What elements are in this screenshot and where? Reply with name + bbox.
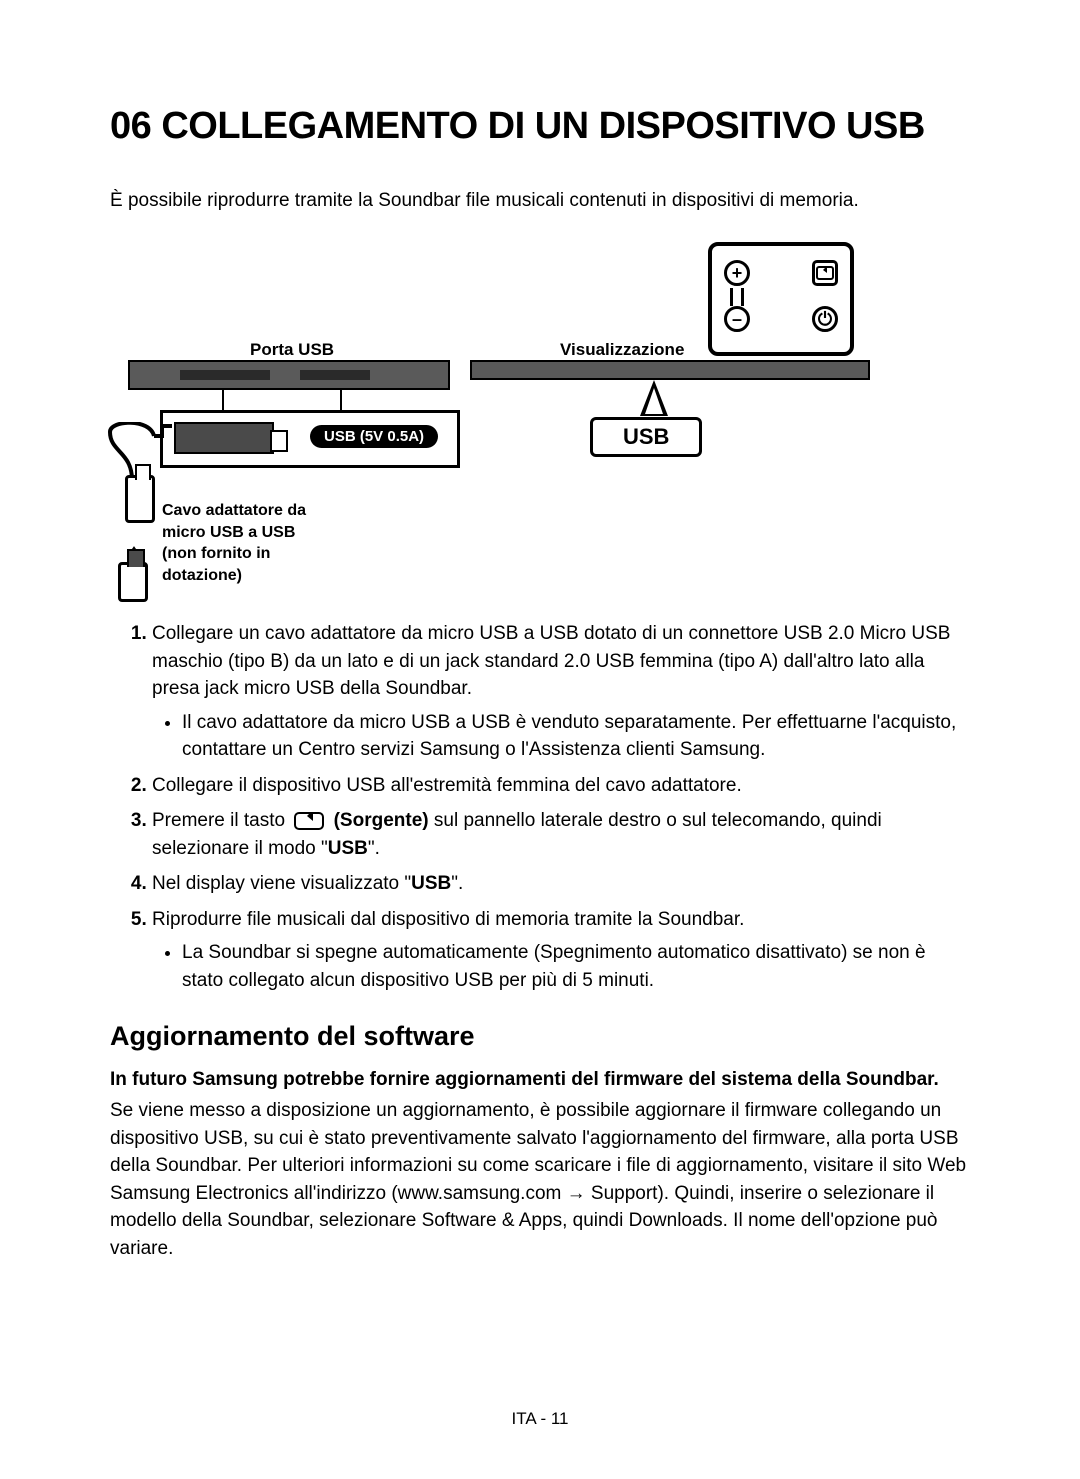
step-4-post: ".: [451, 873, 463, 894]
step-3-post2: ".: [368, 838, 380, 859]
source-button-icon: [812, 260, 838, 286]
display-label: Visualizzazione: [560, 340, 684, 360]
step-3-usb: USB: [328, 838, 368, 859]
volume-down-icon: –: [724, 306, 750, 332]
power-icon: ⏻: [812, 306, 838, 332]
step-5-text: Riprodurre file musicali dal dispositivo…: [152, 909, 744, 930]
adapter-label-line: Cavo adattatore da: [162, 502, 306, 519]
adapter-label-line: micro USB a USB: [162, 524, 295, 541]
step-2: Collegare il dispositivo USB all'estremi…: [152, 772, 970, 800]
source-icon: [816, 266, 834, 280]
step-4-usb: USB: [411, 873, 451, 894]
step-5-note: La Soundbar si spegne automaticamente (S…: [182, 939, 970, 994]
connection-diagram: Porta USB Visualizzazione USB (5V 0.5A) …: [110, 242, 970, 602]
usb-port-label: Porta USB: [250, 340, 334, 360]
step-1: Collegare un cavo adattatore da micro US…: [152, 620, 970, 764]
usb-a-plug-icon: [118, 562, 148, 602]
page-footer: ITA - 11: [0, 1409, 1080, 1429]
display-usb-badge: USB: [590, 417, 702, 457]
step-4: Nel display viene visualizzato "USB".: [152, 870, 970, 898]
instruction-list: Collegare un cavo adattatore da micro US…: [110, 620, 970, 995]
port-rating-badge: USB (5V 0.5A): [310, 425, 438, 448]
software-update-heading: Aggiornamento del software: [110, 1021, 970, 1052]
adapter-label-line: dotazione): [162, 567, 242, 584]
step-3-bold: (Sorgente): [328, 810, 428, 831]
section-heading: 06 COLLEGAMENTO DI UN DISPOSITIVO USB: [110, 105, 970, 148]
callout-line: [340, 390, 342, 412]
side-control-panel-illustration: + – ⏻: [708, 242, 854, 356]
adapter-label-line: (non fornito in: [162, 545, 270, 562]
soundbar-front-illustration: [470, 360, 870, 380]
source-icon: [294, 812, 324, 830]
step-5: Riprodurre file musicali dal dispositivo…: [152, 906, 970, 995]
micro-usb-plug-icon: [125, 475, 155, 523]
intro-text: È possibile riprodurre tramite la Soundb…: [110, 190, 970, 212]
volume-rocker-icon: [730, 288, 744, 306]
display-callout-arrow: [640, 380, 668, 416]
micro-usb-port-icon: [174, 422, 274, 454]
software-update-paragraph: Se viene messo a disposizione un aggiorn…: [110, 1097, 970, 1262]
volume-up-icon: +: [724, 260, 750, 286]
adapter-label: Cavo adattatore da micro USB a USB (non …: [162, 500, 382, 586]
step-3: Premere il tasto (Sorgente) sul pannello…: [152, 807, 970, 862]
step-1-note: Il cavo adattatore da micro USB a USB è …: [182, 709, 970, 764]
step-1-text: Collegare un cavo adattatore da micro US…: [152, 623, 950, 699]
step-3-pre: Premere il tasto: [152, 810, 290, 831]
step-4-pre: Nel display viene visualizzato ": [152, 873, 411, 894]
soundbar-rear-illustration: [128, 360, 450, 390]
software-update-bold: In futuro Samsung potrebbe fornire aggio…: [110, 1066, 970, 1094]
callout-line: [222, 390, 224, 412]
